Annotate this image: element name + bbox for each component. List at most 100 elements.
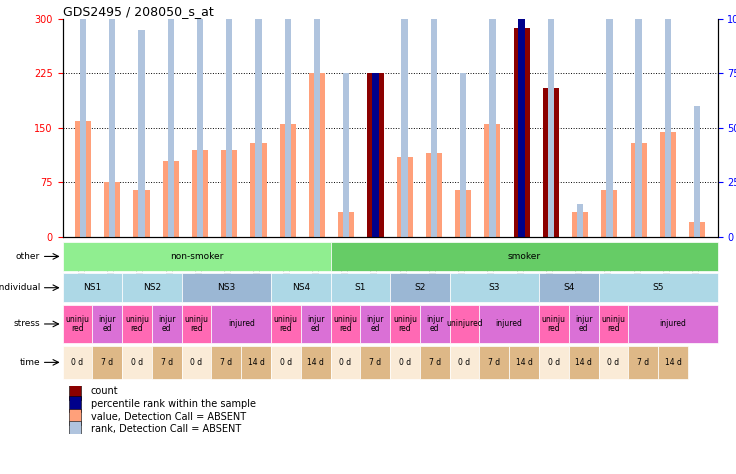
Bar [450, 346, 479, 379]
Bar [138, 30, 145, 237]
Bar [63, 305, 92, 343]
Text: S5: S5 [652, 283, 664, 292]
Text: uninju
red: uninju red [601, 315, 626, 333]
Bar [105, 182, 120, 237]
Text: 0 d: 0 d [399, 358, 411, 367]
Bar [455, 190, 471, 237]
Bar [479, 305, 539, 343]
Bar [539, 273, 598, 302]
Bar [92, 346, 122, 379]
Text: individual: individual [0, 283, 40, 292]
Bar [601, 190, 618, 237]
Text: GDS2495 / 208050_s_at: GDS2495 / 208050_s_at [63, 5, 213, 18]
Text: injur
ed: injur ed [158, 315, 175, 333]
Text: uninjured: uninjured [446, 319, 483, 328]
Bar [606, 19, 612, 237]
Bar [301, 305, 330, 343]
Bar [314, 0, 320, 237]
Bar [629, 346, 658, 379]
Text: S1: S1 [355, 283, 366, 292]
Text: uninju
red: uninju red [274, 315, 298, 333]
Bar [79, 0, 86, 237]
Text: injur
ed: injur ed [575, 315, 592, 333]
Text: stress: stress [13, 319, 40, 328]
Text: injur
ed: injur ed [307, 315, 325, 333]
Bar [514, 27, 530, 237]
Bar [222, 150, 237, 237]
Bar [63, 242, 330, 271]
Bar [689, 222, 705, 237]
Text: S3: S3 [489, 283, 500, 292]
Bar [271, 346, 301, 379]
Text: 7 d: 7 d [488, 358, 500, 367]
Bar [372, 73, 379, 237]
Bar [539, 305, 569, 343]
Text: S2: S2 [414, 283, 425, 292]
Bar [665, 0, 671, 237]
Text: 14 d: 14 d [307, 358, 324, 367]
Bar [390, 305, 420, 343]
Bar [397, 157, 413, 237]
Bar [69, 409, 81, 425]
Text: injur
ed: injur ed [367, 315, 384, 333]
Bar [152, 305, 182, 343]
Text: 14 d: 14 d [516, 358, 533, 367]
Bar [509, 346, 539, 379]
Bar [211, 305, 271, 343]
Bar [211, 346, 241, 379]
Text: injur
ed: injur ed [99, 315, 116, 333]
Bar [285, 0, 291, 237]
Bar [75, 121, 91, 237]
Bar [271, 305, 301, 343]
Text: other: other [16, 252, 40, 261]
Text: uninju
red: uninju red [125, 315, 149, 333]
Text: NS1: NS1 [83, 283, 102, 292]
Bar [152, 346, 182, 379]
Bar [598, 273, 718, 302]
Bar [168, 0, 174, 237]
Bar [420, 305, 450, 343]
Text: injured: injured [659, 319, 687, 328]
Text: count: count [91, 386, 118, 396]
Bar [426, 154, 442, 237]
Bar [338, 211, 354, 237]
Bar [569, 305, 598, 343]
Text: NS3: NS3 [217, 283, 236, 292]
Bar [63, 346, 92, 379]
Text: 7 d: 7 d [428, 358, 441, 367]
Bar [301, 346, 330, 379]
Bar [197, 0, 203, 237]
Text: 14 d: 14 d [247, 358, 264, 367]
Bar [361, 346, 390, 379]
Text: 7 d: 7 d [160, 358, 173, 367]
Bar [255, 0, 262, 237]
Bar [631, 143, 647, 237]
Text: NS2: NS2 [143, 283, 161, 292]
Bar [548, 0, 554, 237]
Bar [309, 73, 325, 237]
Bar [122, 305, 152, 343]
Bar [479, 346, 509, 379]
Bar [182, 346, 211, 379]
Bar [182, 273, 271, 302]
Bar [658, 346, 688, 379]
Bar [539, 346, 569, 379]
Text: injur
ed: injur ed [426, 315, 444, 333]
Text: NS4: NS4 [291, 283, 310, 292]
Text: 0 d: 0 d [548, 358, 560, 367]
Bar [460, 73, 467, 237]
Bar [390, 346, 420, 379]
Text: 0 d: 0 d [607, 358, 620, 367]
Bar [69, 383, 81, 400]
Bar [572, 211, 588, 237]
Bar [343, 73, 350, 237]
Text: 14 d: 14 d [575, 358, 592, 367]
Bar [694, 106, 701, 237]
Bar [450, 273, 539, 302]
Bar [484, 124, 500, 237]
Bar [598, 346, 629, 379]
Text: 0 d: 0 d [71, 358, 83, 367]
Text: rank, Detection Call = ABSENT: rank, Detection Call = ABSENT [91, 424, 241, 434]
Text: 0 d: 0 d [280, 358, 292, 367]
Text: 0 d: 0 d [131, 358, 143, 367]
